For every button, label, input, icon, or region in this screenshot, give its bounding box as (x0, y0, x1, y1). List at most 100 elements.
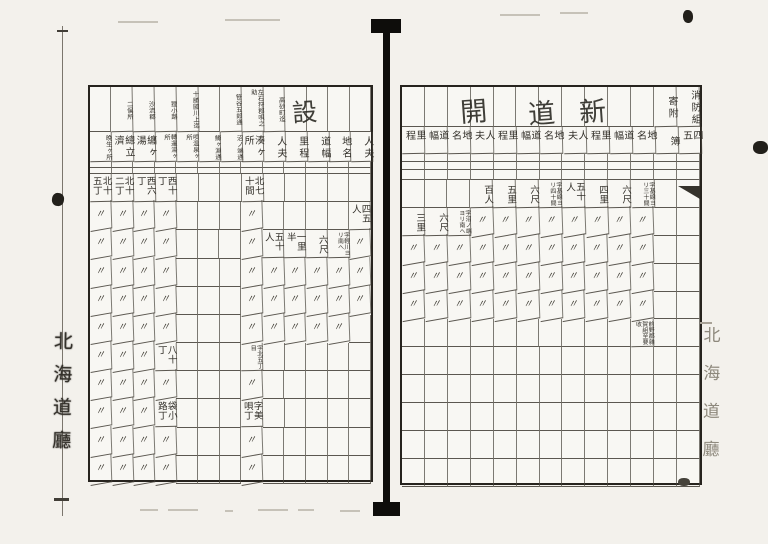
table-cell: 六尺 (608, 179, 632, 209)
table-cell: 簿 (655, 126, 680, 155)
table-cell: 〃 (154, 312, 177, 346)
table-cell (424, 319, 448, 348)
table-cell: 〃 (516, 205, 541, 238)
table-cell (585, 458, 609, 487)
table-cell (241, 162, 263, 168)
table-cell (328, 87, 350, 132)
edge-tick-top (57, 30, 68, 32)
table-row (402, 458, 700, 487)
table-cell (654, 235, 678, 264)
table-cell: 〃 (132, 425, 156, 458)
table-row: 〃〃〃〃〃四五人 (89, 200, 372, 233)
table-cell (176, 286, 199, 315)
table-cell (677, 263, 700, 292)
table-cell (493, 431, 517, 459)
table-cell (470, 375, 494, 404)
table-cell: 〃 (493, 261, 517, 294)
table-cell (493, 347, 517, 376)
table-cell: 〃 (89, 256, 112, 289)
table-cell: 〃 (284, 284, 307, 317)
table-cell (306, 427, 328, 456)
table-cell: 四五 (678, 126, 703, 155)
table-cell (198, 314, 220, 344)
table-cell: 字基線ヨリ三十間 (631, 179, 655, 209)
table-cell (111, 162, 134, 168)
table-cell: 〃 (154, 228, 177, 261)
table-cell (654, 170, 678, 180)
table-cell (631, 375, 655, 404)
table-cell (654, 154, 678, 162)
table-cell: 〃 (607, 233, 632, 266)
table-cell (493, 375, 517, 404)
table-cell (176, 455, 199, 484)
table-cell: 〃 (154, 425, 177, 458)
table-cell (402, 180, 425, 208)
table-cell (284, 399, 307, 428)
table-cell (349, 162, 371, 168)
table-cell: 〃 (240, 256, 264, 289)
table-cell (447, 347, 471, 376)
table-cell: 〃 (562, 289, 586, 322)
table-row: 寄附 消防組 (402, 86, 701, 128)
table-cell (262, 455, 285, 484)
table-cell: 袋小路丁 (154, 399, 177, 428)
table-cell (562, 162, 586, 170)
table-cell (585, 431, 609, 459)
table-cell (402, 431, 425, 459)
table-cell: 五十人 (562, 179, 586, 209)
ledger-table-right: 寄附 消防組 里程 道幅 地名 人夫 里程 道幅 地名 人夫 里程 道幅 地名簿四五 百人 五里 六尺 字基線ヨ… (400, 85, 703, 487)
table-cell (198, 371, 220, 400)
table-row: 晩生ヶ所 總立濟 纏ヶ湯 轉運湯ヶ所 唄温泉ヶ所 鱒ヶ淵通 沼ノ端通 湊ヶ所 人夫 里程 道幅 地名人… (89, 131, 374, 163)
table-cell (219, 314, 242, 344)
table-cell (447, 180, 471, 208)
table-cell (284, 162, 307, 168)
table-cell: 〃 (132, 284, 156, 317)
table-cell (219, 168, 242, 174)
table-cell: 〃 (630, 233, 655, 266)
table-cell: 〃 (240, 284, 264, 317)
table-row: 〃〃〃〃〃〃〃〃〃〃 (89, 284, 372, 317)
table-cell: 二俣所 (110, 86, 134, 133)
table-cell (402, 458, 425, 487)
table-cell (284, 202, 307, 231)
table-row: 〃〃〃八十丁 字北五丁目 (89, 341, 372, 374)
table-cell (424, 403, 448, 432)
table-cell (447, 87, 471, 127)
table-cell (402, 347, 425, 376)
table-cell: 〃 (240, 228, 263, 261)
table-cell (349, 87, 371, 132)
scan-noise-dash (298, 509, 314, 511)
table-cell: 鱒ヶ淵通 (198, 131, 221, 163)
table-cell (176, 230, 198, 259)
table-cell: 三里 (401, 207, 426, 237)
table-cell (447, 154, 471, 162)
table-cell (608, 154, 632, 162)
table-cell (493, 87, 517, 127)
table-cell (677, 458, 700, 487)
table-cell (263, 174, 285, 203)
table-cell (176, 427, 199, 456)
table-cell (447, 403, 471, 432)
table-cell: 〃 (470, 205, 495, 238)
table-cell (654, 319, 678, 348)
table-cell (262, 427, 285, 456)
table-cell (424, 431, 448, 459)
table-cell (424, 162, 448, 170)
table-cell (608, 347, 632, 376)
table-cell: 八十丁 (154, 342, 177, 372)
scan-noise-dash (140, 509, 158, 511)
table-cell: 〃 (327, 312, 350, 346)
table-cell: 〃 (631, 205, 655, 238)
table-cell (198, 202, 220, 231)
table-cell (349, 343, 372, 372)
table-cell: 西十丁 (155, 173, 178, 203)
table-cell (654, 431, 678, 459)
table-cell (402, 403, 425, 432)
table-cell (470, 458, 494, 487)
table-cell (677, 375, 700, 404)
table-cell: 〃 (240, 425, 264, 458)
table-cell (219, 230, 241, 259)
table-cell: 西六丁 (133, 173, 156, 203)
table-cell (197, 230, 220, 259)
table-cell (493, 403, 517, 432)
